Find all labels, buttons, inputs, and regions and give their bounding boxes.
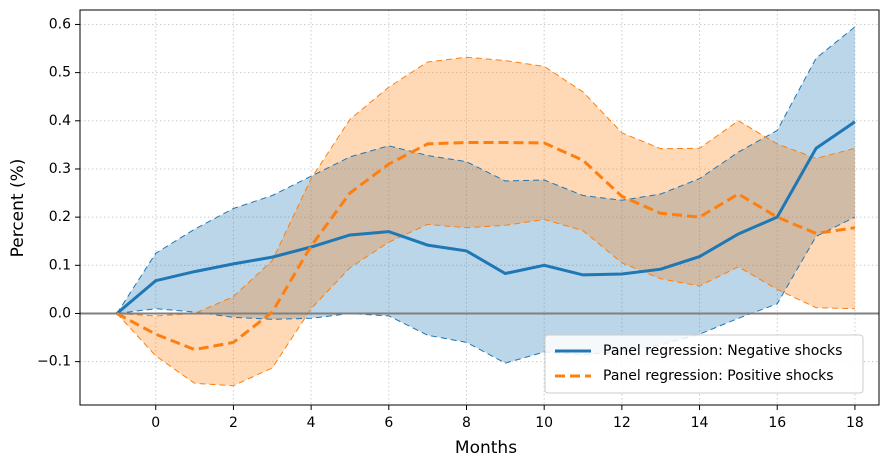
x-tick-label: 10 (535, 415, 553, 431)
plot-frame (79, 9, 880, 406)
y-axis-label: Percent (%) (8, 159, 28, 258)
x-tick-label: 8 (462, 415, 471, 431)
x-tick-label: 14 (691, 415, 709, 431)
confidence-band (116, 26, 855, 364)
x-tick-label: 0 (151, 415, 160, 431)
y-tick-label: 0.6 (49, 16, 71, 32)
x-tick-label: 12 (613, 415, 631, 431)
x-tick-label: 6 (384, 415, 393, 431)
series-line (115, 120, 856, 315)
x-tick-label: 18 (846, 415, 864, 431)
legend-box (544, 334, 864, 394)
y-tick-label: 0.4 (49, 113, 71, 129)
x-axis-label: Months (455, 438, 517, 458)
y-tick-label: 0.0 (49, 305, 71, 321)
series-line (116, 141, 856, 352)
y-tick-label: 0.1 (49, 257, 71, 273)
x-tick-label: 16 (768, 415, 786, 431)
y-tick-label: 0.2 (49, 209, 71, 225)
band-edge (116, 216, 856, 364)
y-tick-label: 0.3 (49, 161, 71, 177)
band-edge (116, 218, 855, 387)
confidence-band (116, 57, 855, 386)
x-tick-label: 4 (307, 415, 316, 431)
band-edge (116, 26, 856, 314)
band-edge (116, 56, 856, 317)
y-tick-label: 0.5 (49, 65, 71, 81)
x-tick-label: 2 (229, 415, 238, 431)
y-tick-label: −0.1 (37, 354, 71, 370)
legend-label: Panel regression: Negative shocks (603, 343, 842, 359)
legend-label: Panel regression: Positive shocks (603, 368, 834, 384)
